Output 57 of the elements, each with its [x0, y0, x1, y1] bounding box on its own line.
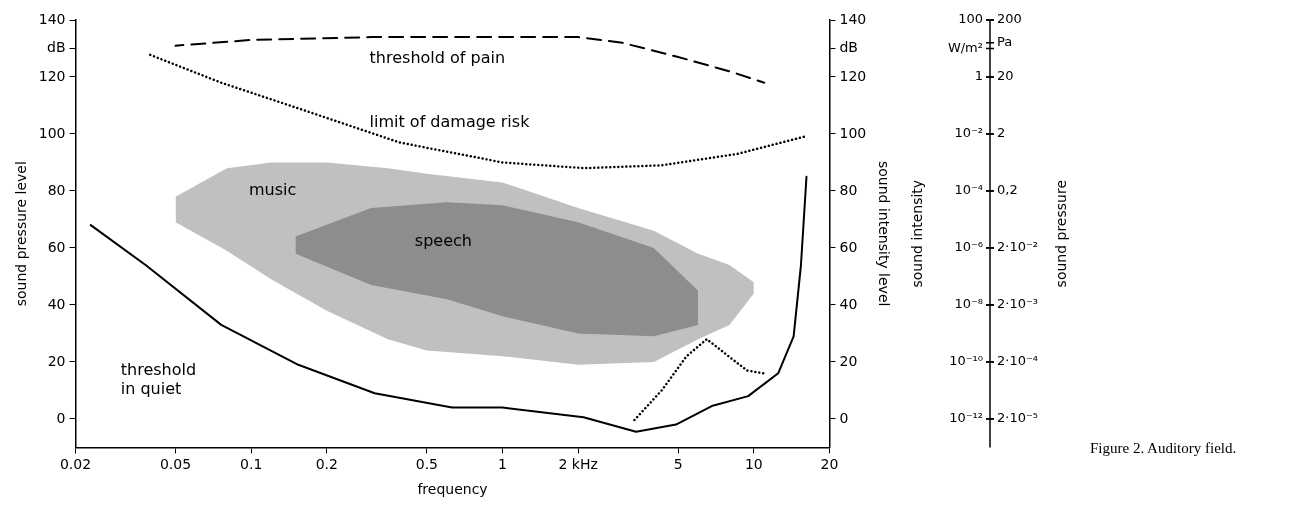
- x-tick-label: 10: [744, 456, 763, 473]
- text: 2·10⁻⁴: [997, 353, 1039, 369]
- y-tick-label: 80: [47, 181, 66, 198]
- x-tick-label: 0.02: [59, 456, 92, 473]
- y2-tick-label: 120: [839, 67, 867, 84]
- annotation: threshold of pain: [369, 47, 506, 67]
- x-tick-label: 5: [673, 456, 683, 473]
- text: sound intensity: [908, 179, 925, 288]
- annotation: speech: [414, 231, 472, 251]
- y2-tick-label: 20: [839, 352, 858, 369]
- text: 0,2: [997, 182, 1018, 198]
- text: 200: [997, 11, 1022, 27]
- y-tick-label: dB: [47, 39, 66, 56]
- y-tick-label: 100: [38, 124, 66, 141]
- y-tick-label: 120: [38, 67, 66, 84]
- x-tick-label: 0.1: [240, 456, 263, 473]
- y-tick-label: 140: [38, 10, 66, 27]
- x-tick-label: 20: [820, 456, 839, 473]
- y-axis-title: sound pressure level: [13, 161, 30, 307]
- text: 10⁻¹²: [949, 410, 983, 426]
- text: 1: [974, 68, 983, 84]
- text: W/m²: [947, 39, 983, 55]
- y2-tick-label: 80: [839, 181, 858, 198]
- text: 10⁻²: [954, 125, 983, 141]
- annotation: threshold in quiet: [120, 359, 197, 398]
- caption: Figure 2. Auditory field.: [1090, 440, 1237, 457]
- text: 2·10⁻²: [997, 239, 1039, 255]
- annotation: limit of damage risk: [369, 111, 531, 131]
- x-tick-label: 0.05: [159, 456, 192, 473]
- y2-tick-label: 40: [839, 295, 858, 312]
- y-tick-label: 0: [56, 409, 66, 426]
- x-tick-label: 2 kHz: [558, 456, 598, 473]
- y2-tick-label: 100: [839, 124, 867, 141]
- x-tick-label: 0.5: [415, 456, 438, 473]
- y-tick-label: 40: [47, 295, 66, 312]
- text: 20: [997, 68, 1014, 84]
- x-axis-title: frequency: [417, 481, 488, 498]
- x-tick-label: 1: [498, 456, 507, 473]
- text: sound pressure: [1052, 179, 1069, 288]
- y2-tick-label: 140: [839, 10, 867, 27]
- y2-tick-label: 60: [839, 238, 858, 255]
- text: 100: [958, 11, 983, 27]
- y-tick-label: 20: [47, 352, 66, 369]
- text: 10⁻⁴: [954, 182, 983, 198]
- y2-tick-label: 0: [839, 409, 849, 426]
- y2-tick-label: dB: [839, 39, 858, 56]
- x-tick-label: 0.2: [315, 456, 338, 473]
- text: Pa: [997, 34, 1013, 50]
- text: 10⁻⁶: [954, 239, 983, 255]
- annotation: music: [248, 180, 297, 200]
- text: 2·10⁻³: [997, 296, 1039, 312]
- text: 10⁻⁸: [954, 296, 983, 312]
- text: 2: [997, 125, 1006, 141]
- text: 10⁻¹⁰: [949, 353, 983, 369]
- y-tick-label: 60: [47, 238, 66, 255]
- text: 2·10⁻⁵: [997, 410, 1039, 426]
- y2-axis-title: sound intensity level: [875, 161, 892, 307]
